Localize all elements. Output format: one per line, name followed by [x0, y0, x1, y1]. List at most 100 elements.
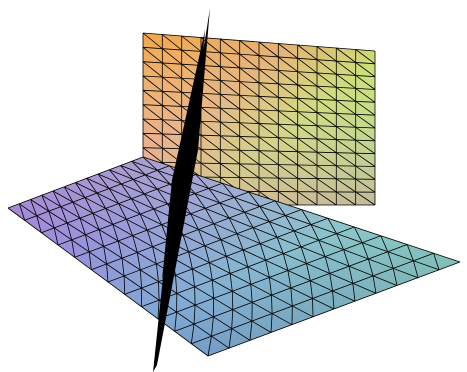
- horizontal-plane-grid-diag: [211, 280, 215, 299]
- vertical-plane-grid-diag: [355, 191, 376, 206]
- horizontal-plane-grid-diag: [142, 156, 158, 171]
- vertical-plane-grid-diag: [336, 86, 356, 102]
- horizontal-plane-grid-diag: [244, 212, 254, 228]
- vertical-plane-grid-diag: [336, 191, 356, 206]
- vertical-plane-grid-diag: [316, 178, 337, 193]
- vertical-plane-grid-diag: [162, 90, 182, 107]
- horizontal-plane-grid-diag: [146, 229, 153, 247]
- vertical-plane-grid-diag: [200, 106, 221, 123]
- horizontal-plane-grid-diag: [144, 174, 158, 190]
- horizontal-plane-grid-diag: [211, 316, 214, 337]
- vertical-plane-grid-diag: [278, 110, 298, 126]
- vertical-plane-grid-diag: [355, 62, 376, 78]
- horizontal-plane-grid-diag: [96, 192, 107, 209]
- vertical-plane-grid-diag: [336, 139, 356, 154]
- horizontal-plane-grid-diag: [92, 213, 100, 230]
- vertical-plane-grid-diag: [355, 139, 376, 155]
- vertical-plane-grid-diag: [200, 134, 221, 151]
- vertical-plane-grid-diag: [142, 132, 163, 149]
- vertical-plane-grid-diag: [297, 164, 318, 179]
- horizontal-plane-grid-diag: [139, 213, 148, 231]
- horizontal-plane-grid-diag: [265, 260, 270, 278]
- horizontal-plane-grid-diag: [48, 211, 55, 228]
- horizontal-plane-grid-diag: [192, 268, 195, 287]
- horizontal-plane-grid-diag: [108, 188, 119, 204]
- horizontal-plane-grid-diag: [310, 224, 320, 241]
- horizontal-plane-grid-diag: [352, 283, 356, 302]
- vertical-plane-grid-diag: [316, 138, 337, 154]
- vertical-plane-grid-diag: [258, 177, 279, 192]
- horizontal-plane-grid-diag: [139, 269, 142, 289]
- vertical-plane-grid-diag: [142, 104, 163, 121]
- horizontal-plane-grid-diag: [287, 270, 292, 288]
- vertical-plane-grid-diag: [162, 34, 182, 51]
- vertical-plane-grid-diag: [200, 37, 221, 54]
- vertical-plane-grid-diag: [220, 149, 240, 165]
- vertical-plane-grid-diag: [278, 83, 298, 99]
- vertical-plane-grid-diag: [278, 70, 298, 86]
- vertical-plane-grid-diag: [142, 75, 163, 92]
- vertical-plane-grid-diag: [239, 81, 260, 97]
- vertical-plane-grid-diag: [297, 151, 318, 166]
- horizontal-plane-grid-diag: [236, 233, 244, 251]
- horizontal-plane-grid-diag: [103, 246, 107, 264]
- vertical-plane-grid-diag: [239, 67, 260, 84]
- horizontal-plane-grid-diag: [343, 249, 350, 267]
- horizontal-plane-grid-diag: [220, 239, 227, 257]
- vertical-plane-grid-diag: [278, 177, 298, 193]
- vertical-plane-grid-diag: [355, 88, 376, 103]
- vertical-plane-grid-diag: [355, 100, 376, 116]
- vertical-plane-grid-diag: [316, 125, 337, 140]
- vertical-plane-grid-diag: [258, 95, 279, 112]
- vertical-plane-grid-diag: [162, 119, 182, 135]
- horizontal-plane-grid-diag: [188, 251, 193, 270]
- horizontal-plane-grid-diag: [136, 252, 141, 270]
- vertical-plane-grid-diag: [316, 165, 337, 180]
- horizontal-plane-grid-diag: [324, 256, 331, 274]
- horizontal-plane-grid-diag: [41, 195, 50, 212]
- vertical-plane-grid-diag: [355, 113, 376, 129]
- horizontal-plane-grid-diag: [207, 336, 212, 357]
- horizontal-plane-grid-diag: [271, 295, 273, 314]
- horizontal-plane-grid-diag: [158, 281, 160, 301]
- vertical-plane-grid-diag: [316, 59, 337, 75]
- vertical-plane-grid-diag: [355, 75, 376, 90]
- horizontal-plane-grid-diag: [348, 266, 354, 284]
- vertical-plane-grid-diag: [297, 84, 318, 100]
- horizontal-plane-grid-diag: [193, 305, 196, 325]
- vertical-plane-grid-diag: [200, 148, 221, 164]
- vertical-plane-grid-diag: [220, 38, 240, 55]
- horizontal-plane-grid-diag: [290, 287, 293, 307]
- horizontal-plane-grid-diag: [406, 244, 414, 261]
- horizontal-plane-grid-diag: [306, 263, 311, 281]
- horizontal-plane-grid-diag: [36, 215, 42, 233]
- vertical-plane-grid-diag: [200, 92, 221, 109]
- horizontal-plane-grid-diag: [213, 223, 222, 240]
- vertical-plane-grid-diag: [239, 136, 260, 152]
- vertical-plane-grid-diag: [297, 97, 318, 113]
- horizontal-plane-grid-diag: [208, 188, 221, 204]
- vertical-plane-grid-diag: [239, 40, 260, 56]
- vertical-plane-grid-diag: [278, 123, 298, 139]
- vertical-plane-grid-diag: [200, 120, 221, 137]
- vertical-plane-grid-diag: [297, 177, 318, 193]
- horizontal-plane-grid-diag: [71, 239, 76, 258]
- horizontal-plane-grid-diag: [52, 190, 62, 207]
- horizontal-plane-grid-diag: [312, 298, 314, 317]
- vertical-plane-grid-diag: [200, 79, 221, 95]
- horizontal-plane-grid-diag: [229, 273, 233, 292]
- vertical-plane-grid-diag: [316, 112, 337, 127]
- vertical-plane-grid-diag: [200, 162, 221, 178]
- vertical-plane-grid-diag: [220, 80, 240, 96]
- horizontal-plane-grid-diag: [194, 286, 196, 306]
- horizontal-plane-grid-diag: [225, 256, 231, 274]
- horizontal-plane-grid-diag: [18, 203, 26, 221]
- vertical-plane-grid-diag: [162, 133, 182, 150]
- vertical-plane-grid-diag: [336, 126, 356, 141]
- vertical-plane-grid-diag: [355, 126, 376, 142]
- horizontal-plane-grid-diag: [198, 229, 206, 246]
- horizontal-plane-grid-diag: [259, 206, 270, 222]
- vertical-plane-grid-diag: [162, 48, 182, 65]
- horizontal-plane-grid-diag: [268, 221, 278, 238]
- horizontal-plane-grid-diag: [228, 328, 233, 349]
